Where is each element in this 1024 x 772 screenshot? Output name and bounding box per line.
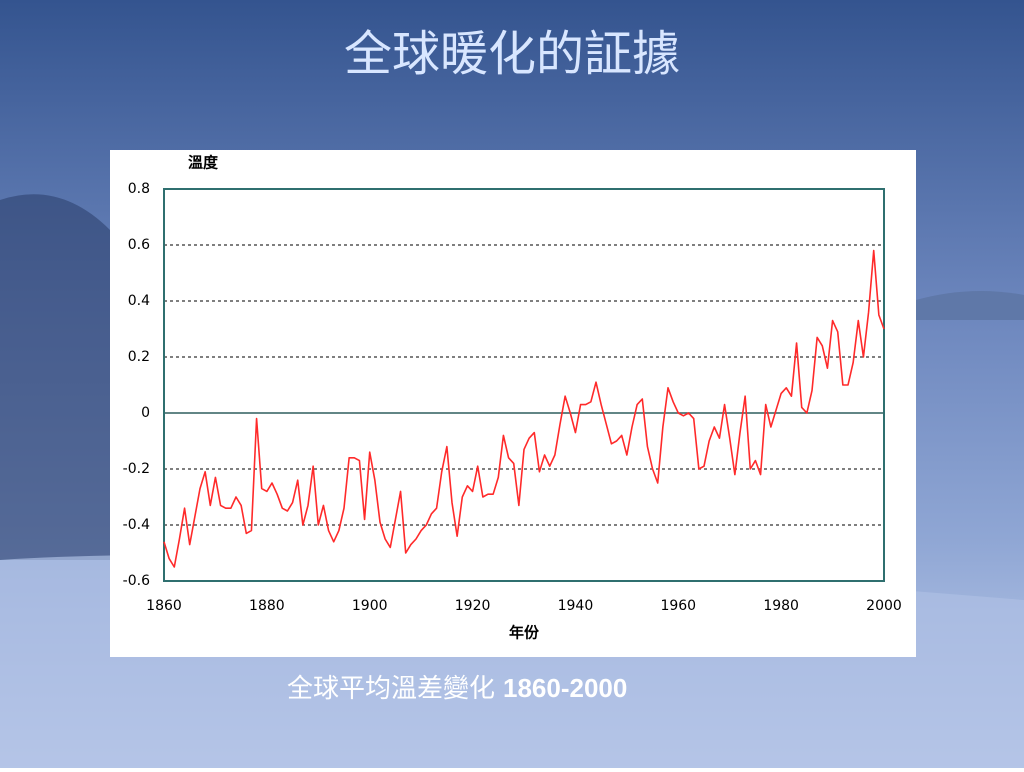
y-tick-label: 0.6 bbox=[128, 237, 150, 253]
x-tick-label: 1920 bbox=[455, 598, 491, 614]
x-tick-label: 1860 bbox=[146, 598, 182, 614]
y-tick-label: 0.2 bbox=[128, 349, 150, 365]
x-axis-label: 年份 bbox=[509, 624, 540, 642]
plot-frame bbox=[163, 188, 885, 582]
chart-panel bbox=[110, 150, 916, 657]
x-tick-label: 2000 bbox=[866, 598, 902, 614]
y-tick-label: 0 bbox=[141, 405, 150, 421]
y-tick-label: -0.4 bbox=[123, 517, 150, 533]
hill bbox=[916, 291, 1024, 320]
y-tick-label: -0.6 bbox=[123, 573, 150, 589]
y-axis-label: 溫度 bbox=[188, 154, 219, 172]
y-tick-label: 0.4 bbox=[128, 293, 150, 309]
x-tick-label: 1960 bbox=[660, 598, 696, 614]
y-tick-label: 0.8 bbox=[128, 181, 150, 197]
chart: -0.6 -0.4 -0.2 0 0.2 0.4 0.6 0.8 1860 1880 1900 192… bbox=[123, 154, 902, 642]
x-tick-label: 1880 bbox=[249, 598, 285, 614]
x-tick-label: 1980 bbox=[763, 598, 799, 614]
y-tick-label: -0.2 bbox=[123, 461, 150, 477]
caption: 全球平均溫差變化 bbox=[287, 674, 495, 704]
x-tick-label: 1900 bbox=[352, 598, 388, 614]
x-tick-label: 1940 bbox=[558, 598, 594, 614]
slide-title: 全球暖化的証據 bbox=[344, 26, 680, 82]
caption-years: 1860-2000 bbox=[503, 673, 627, 703]
data-line bbox=[163, 249, 885, 568]
hill bbox=[0, 194, 110, 561]
